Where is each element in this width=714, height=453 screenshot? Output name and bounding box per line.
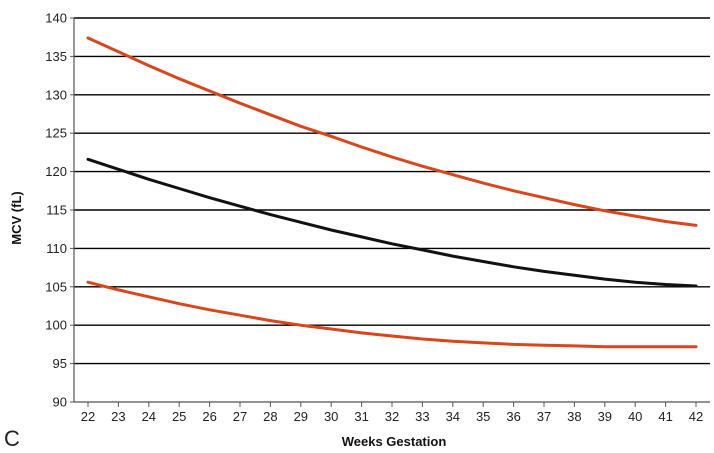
x-tick-label-38: 38: [567, 409, 581, 424]
x-tick-label-31: 31: [354, 409, 368, 424]
y-tick-label-120: 120: [45, 164, 67, 179]
y-tick-label-125: 125: [45, 126, 67, 141]
y-tick-label-115: 115: [46, 203, 67, 218]
x-tick-label-26: 26: [202, 409, 216, 424]
x-tick-label-30: 30: [324, 409, 338, 424]
series-lines: [86, 36, 698, 349]
y-tick-label-135: 135: [45, 49, 67, 64]
axes: [70, 17, 710, 407]
y-tick-label-90: 90: [53, 395, 67, 410]
x-tick-label-39: 39: [598, 409, 612, 424]
x-tick-label-35: 35: [476, 409, 490, 424]
x-tick-label-42: 42: [689, 409, 703, 424]
x-tick-label-22: 22: [81, 409, 95, 424]
series-line-lower-limit: [86, 280, 698, 349]
series-line-mean: [86, 157, 698, 288]
x-tick-label-27: 27: [233, 409, 247, 424]
x-tick-label-24: 24: [142, 409, 156, 424]
y-tick-label-130: 130: [45, 87, 67, 102]
x-tick-label-34: 34: [446, 409, 460, 424]
panel-label: C: [4, 426, 20, 451]
y-axis-title: MCV (fL): [9, 191, 24, 244]
x-tick-labels: 22 23 24 25 26 27 28 29 30 31 32 33 34 35 36 37 38 39 40 41…: [81, 409, 703, 424]
x-tick-label-37: 37: [537, 409, 551, 424]
x-tick-label-40: 40: [628, 409, 642, 424]
x-tick-label-33: 33: [415, 409, 429, 424]
y-tick-label-100: 100: [45, 318, 67, 333]
series-line-upper-limit: [86, 36, 698, 227]
gridlines: [74, 17, 710, 365]
x-tick-label-36: 36: [506, 409, 520, 424]
y-tick-label-95: 95: [53, 356, 67, 371]
x-tick-label-25: 25: [172, 409, 186, 424]
x-tick-label-32: 32: [385, 409, 399, 424]
x-tick-label-29: 29: [294, 409, 308, 424]
y-tick-labels: 90 95 100 105 110 115 120 125 130 135 140: [45, 11, 67, 410]
x-tick-label-41: 41: [658, 409, 672, 424]
x-tick-label-28: 28: [263, 409, 277, 424]
y-tick-label-105: 105: [45, 279, 67, 294]
y-tick-label-110: 110: [46, 241, 67, 256]
x-tick-label-23: 23: [111, 409, 125, 424]
x-axis-title: Weeks Gestation: [342, 434, 447, 449]
y-tick-label-140: 140: [45, 11, 67, 26]
